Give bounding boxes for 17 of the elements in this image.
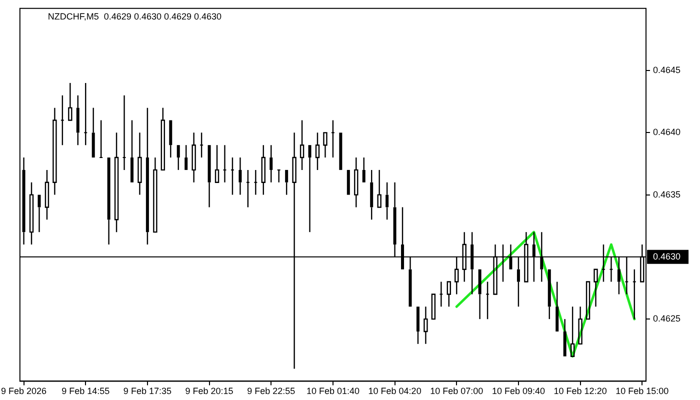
y-tick-label: 0.4625 [653, 314, 681, 324]
x-tick-label: 9 Feb 2026 [1, 386, 47, 396]
x-tick-label: 10 Feb 09:40 [492, 386, 545, 396]
chart-title: NZDCHF,M5 0.4629 0.4630 0.4629 0.4630 [48, 11, 222, 22]
y-tick-label: 0.4640 [653, 127, 681, 138]
x-tick-label: 10 Feb 12:20 [554, 386, 607, 396]
x-tick-label: 9 Feb 20:15 [185, 386, 234, 396]
y-tick-label: 0.4635 [653, 189, 681, 200]
x-tick-label: 9 Feb 17:35 [123, 386, 172, 396]
x-tick-label: 10 Feb 15:00 [616, 386, 669, 396]
x-tick-label: 10 Feb 04:20 [368, 386, 422, 396]
x-tick-label: 10 Feb 07:00 [430, 386, 484, 396]
x-tick-label: 10 Feb 01:40 [306, 386, 360, 396]
x-tick-label: 9 Feb 22:55 [247, 386, 296, 396]
ref-line-label: 0.4630 [653, 251, 681, 262]
y-tick-label: 0.4645 [653, 65, 681, 76]
x-tick-label: 9 Feb 14:55 [62, 386, 110, 396]
